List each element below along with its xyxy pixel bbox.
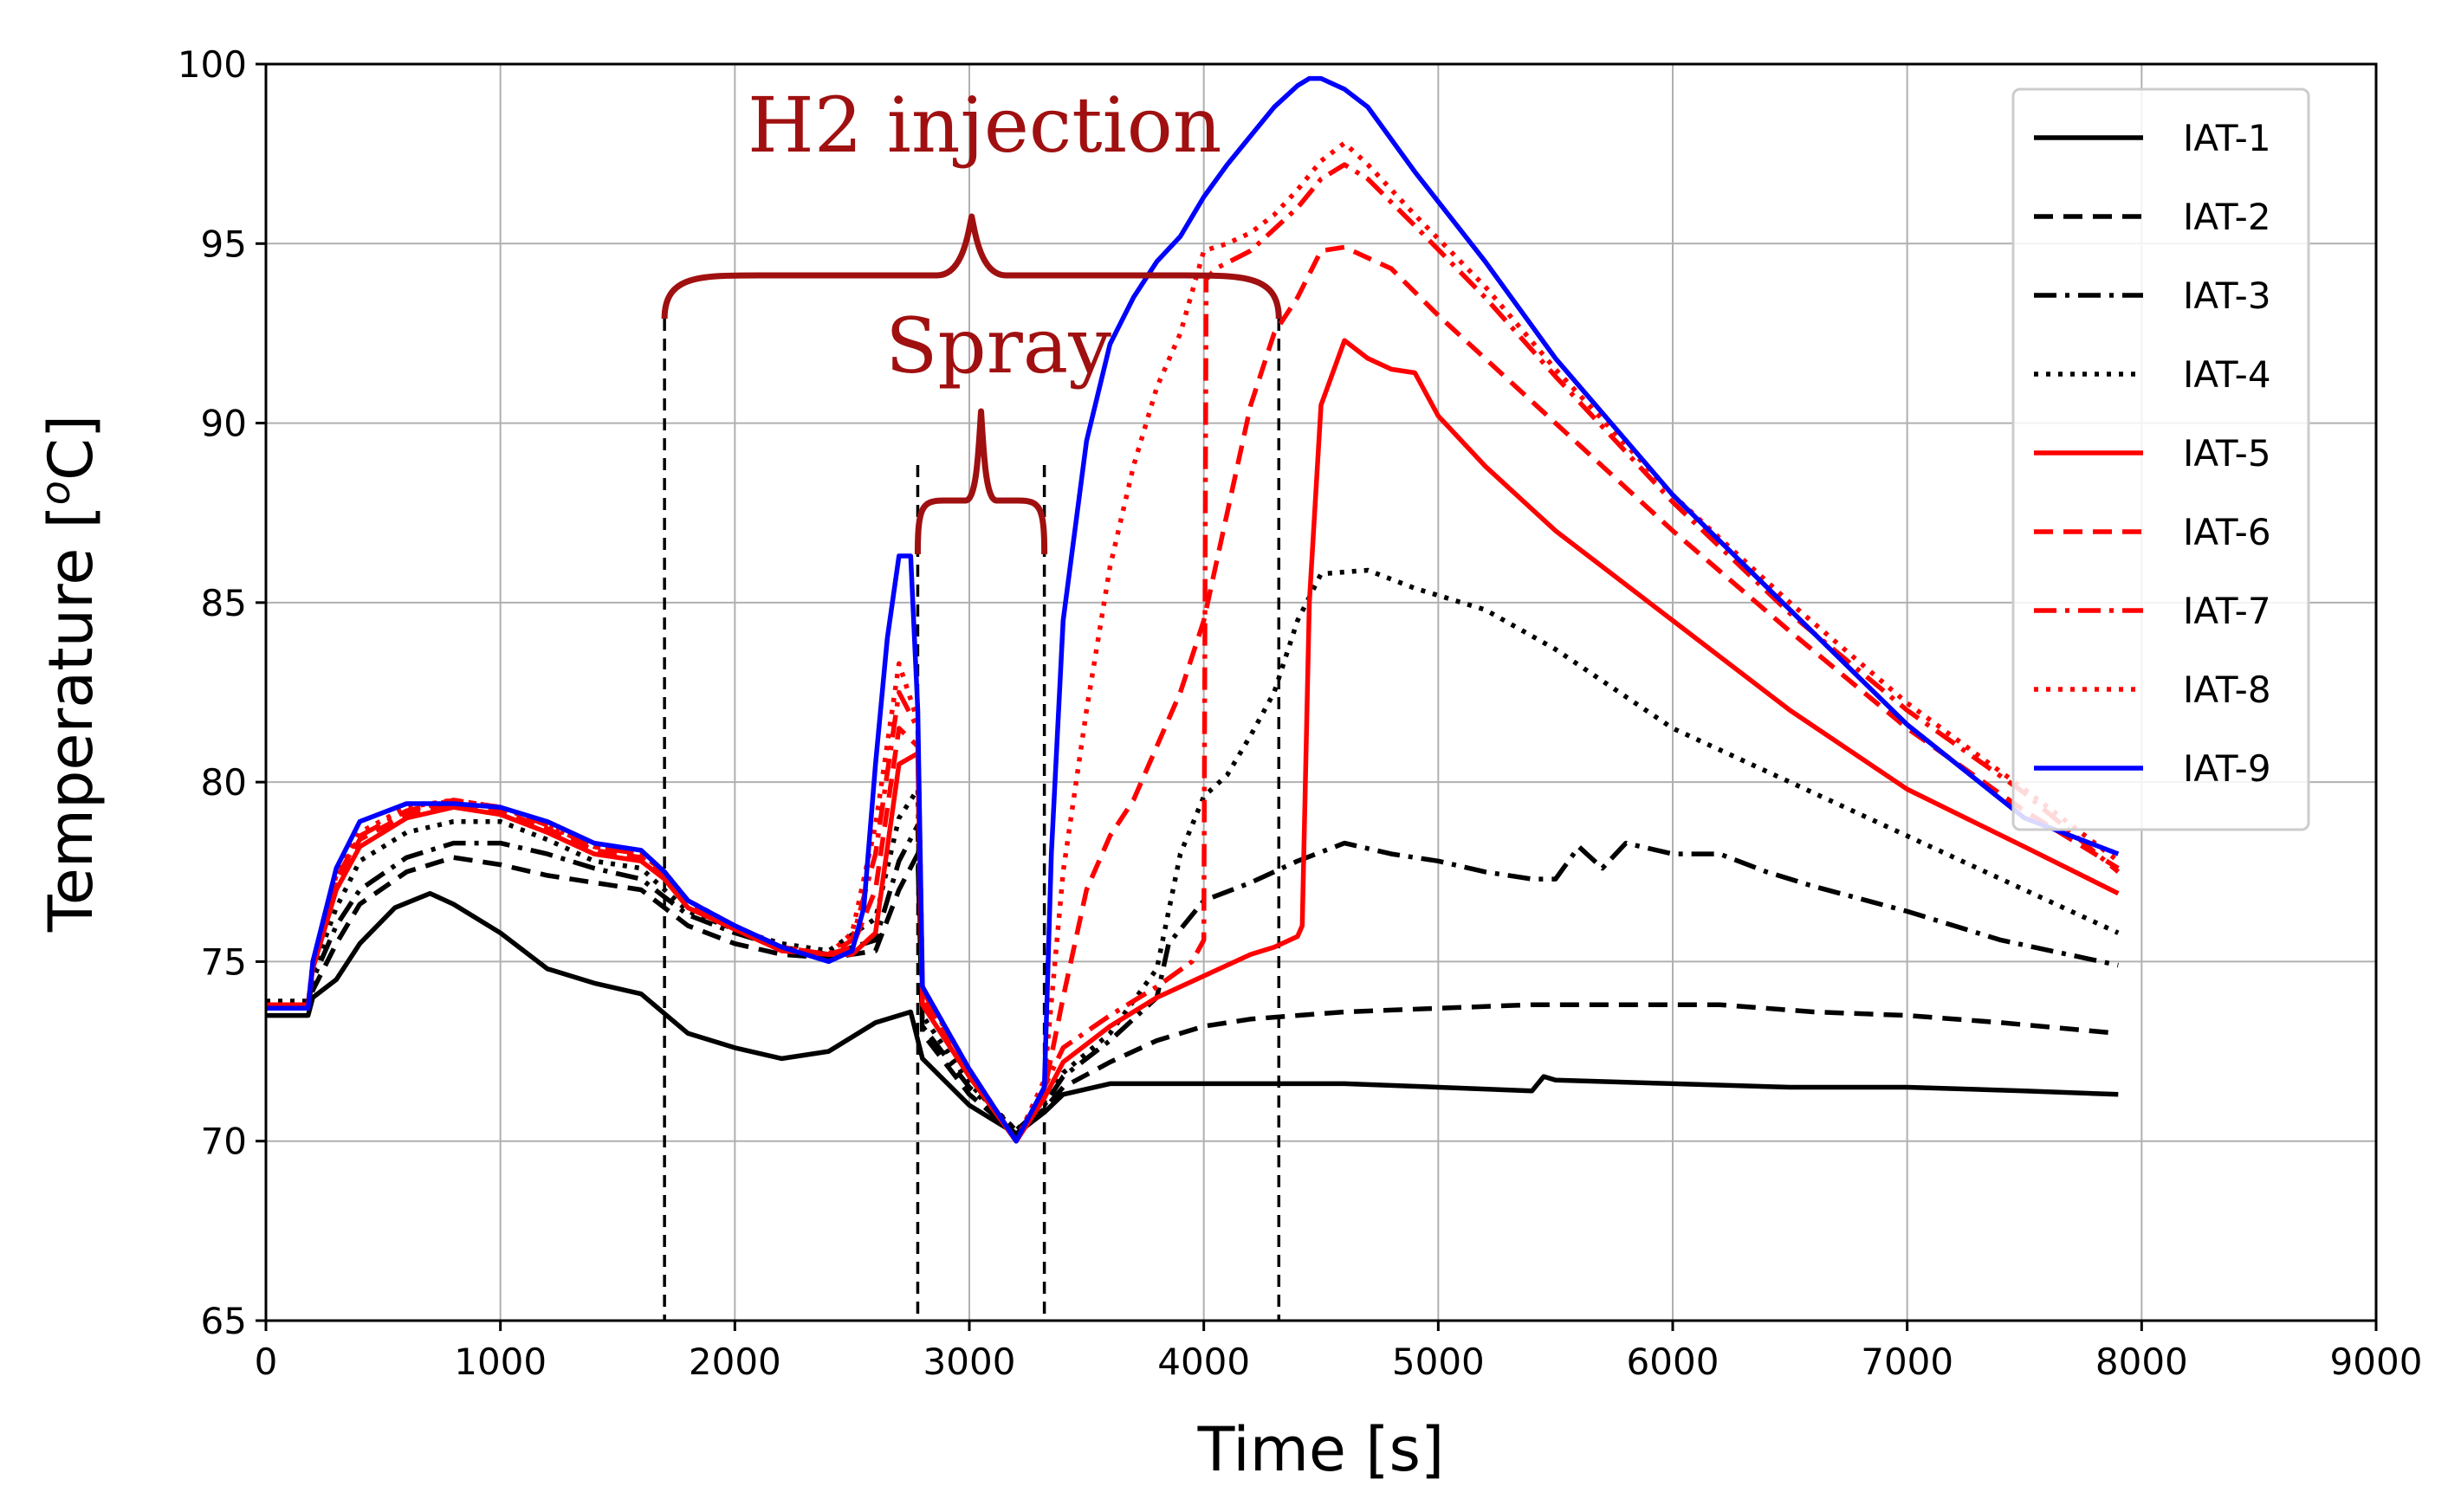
y-tick-label: 65 — [201, 1300, 247, 1342]
y-tick-label: 70 — [201, 1121, 247, 1163]
annotations: H2 injection Spray — [661, 81, 1282, 555]
h2-injection-label: H2 injection — [748, 81, 1221, 170]
legend-label-iat-7: IAT-7 — [2183, 590, 2271, 632]
legend-label-iat-8: IAT-8 — [2183, 669, 2271, 711]
legend-label-iat-5: IAT-5 — [2183, 432, 2271, 475]
x-tick-label: 9000 — [2330, 1341, 2423, 1383]
plot-frame — [264, 62, 2378, 1322]
series-line-iat-3 — [266, 823, 2119, 1134]
y-title-degree: o — [32, 481, 79, 505]
legend-label-iat-6: IAT-6 — [2183, 511, 2271, 553]
y-tick-label: 75 — [201, 940, 247, 983]
x-tick-label: 7000 — [1861, 1341, 1953, 1383]
annotation-lines — [663, 319, 1281, 1321]
axis-ticks: 0 1000 2000 3000 4000 5000 6000 7000 8000 9000 65 7… — [178, 43, 2423, 1383]
x-tick-label: 8000 — [2095, 1341, 2188, 1383]
series-line-iat-2 — [266, 851, 2119, 1137]
spray-label: Spray — [885, 301, 1111, 391]
legend: IAT-1 IAT-2 IAT-3 IAT-4 IAT-5 IAT-6 IAT-7 IAT-8… — [2011, 87, 2310, 831]
y-tick-label: 100 — [178, 43, 247, 86]
x-tick-label: 2000 — [689, 1341, 781, 1383]
series-line-iat-1 — [266, 890, 2119, 1137]
legend-label-iat-1: IAT-1 — [2183, 117, 2271, 159]
series-line-iat-7 — [266, 162, 2121, 1144]
y-tick-label: 90 — [201, 403, 247, 445]
y-tick-label: 85 — [201, 582, 247, 624]
x-tick-label: 6000 — [1627, 1341, 1719, 1383]
x-axis-title: Time [s] — [1197, 1414, 1445, 1485]
y-tick-label: 95 — [201, 223, 247, 265]
legend-label-iat-4: IAT-4 — [2183, 353, 2271, 396]
legend-label-iat-9: IAT-9 — [2183, 747, 2271, 790]
series-layer — [266, 75, 2121, 1144]
legend-box — [2011, 87, 2310, 831]
spray-brace — [914, 408, 1048, 555]
x-tick-label: 4000 — [1157, 1341, 1250, 1383]
y-tick-label: 80 — [201, 761, 247, 804]
series-line-iat-9 — [266, 75, 2120, 1144]
y-axis-title: Temperature [oC] — [32, 415, 107, 933]
x-tick-label: 3000 — [923, 1341, 1016, 1383]
y-title-prefix: Temperature [ — [36, 505, 107, 933]
h2-injection-brace — [661, 213, 1282, 320]
x-tick-label: 5000 — [1392, 1341, 1485, 1383]
x-tick-label: 0 — [255, 1341, 278, 1383]
legend-label-iat-2: IAT-2 — [2183, 196, 2271, 238]
x-tick-label: 1000 — [454, 1341, 547, 1383]
legend-label-iat-3: IAT-3 — [2183, 275, 2271, 317]
y-title-suffix: C] — [36, 415, 107, 481]
